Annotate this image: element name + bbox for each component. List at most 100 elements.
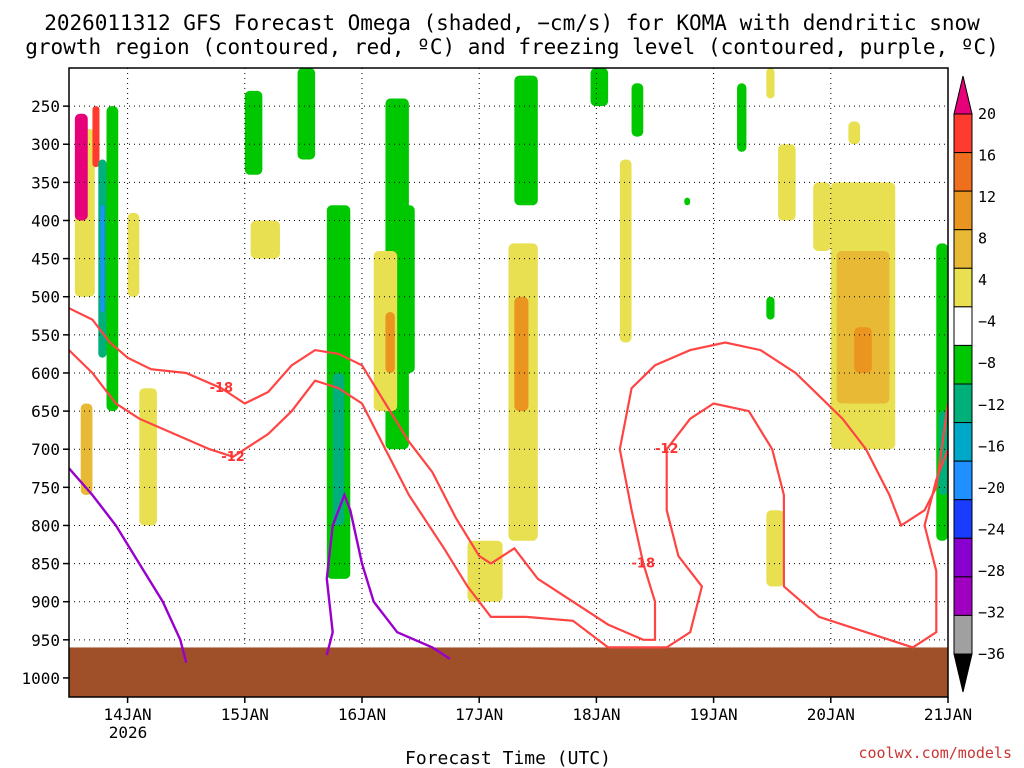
y-tick-label: 400	[31, 211, 60, 230]
colorbar-swatch	[953, 383, 973, 424]
x-tick-label: 18JAN	[572, 705, 620, 724]
contour-line-1	[69, 349, 527, 618]
x-tick-label: 15JAN	[221, 705, 269, 724]
y-tick-label: 300	[31, 135, 60, 154]
omega-cell-30	[766, 510, 784, 587]
colorbar-tick-label: −20	[978, 479, 1005, 497]
colorbar-tick-label: 16	[978, 147, 996, 165]
colorbar-swatch	[953, 267, 973, 308]
colorbar-tick-label: −4	[978, 313, 996, 331]
omega-cell-36	[936, 243, 948, 541]
x-tick-label: 14JAN	[104, 705, 152, 724]
y-tick-label: 1000	[21, 669, 60, 688]
omega-cell-10	[250, 220, 280, 259]
colorbar-swatch	[953, 190, 973, 231]
y-tick-label: 800	[31, 516, 60, 535]
contour-labels: -18 -12 -18 -12	[210, 381, 679, 571]
y-tick-label: 500	[31, 288, 60, 307]
omega-cell-4	[100, 205, 105, 312]
contour-label-2: -18	[632, 557, 656, 572]
omega-cell-27	[766, 68, 775, 99]
colorbar-swatch	[953, 422, 973, 462]
omega-cell-21	[467, 540, 503, 602]
ground-fill	[69, 647, 948, 697]
x-tick-label: 17JAN	[455, 705, 503, 724]
omega-cell-9	[244, 90, 263, 175]
colorbar-swatch	[953, 614, 973, 655]
omega-cell-24	[631, 83, 644, 137]
omega-cell-2	[92, 106, 100, 168]
colorbar-bottom-arrow	[953, 653, 973, 693]
y-tick-label: 650	[31, 402, 60, 421]
contour-line-2	[490, 341, 948, 641]
omega-cell-29	[766, 296, 775, 320]
colorbar-tick-label: 8	[978, 230, 987, 248]
contour-line-3	[526, 402, 948, 649]
omega-cell-20	[514, 296, 529, 412]
omega-cell-17	[403, 205, 415, 373]
x-year-label: 2026	[109, 723, 148, 742]
colorbar-top-arrow	[953, 75, 973, 115]
colorbar-swatch	[953, 576, 973, 616]
colorbar-swatch	[953, 344, 973, 385]
omega-cell-35	[848, 121, 861, 145]
colorbar-tick-label: 20	[978, 105, 996, 123]
omega-cell-13	[332, 372, 345, 526]
colorbar-tick-label: −16	[978, 437, 1005, 455]
colorbar-tick-label: −28	[978, 562, 1005, 580]
omega-cell-28	[778, 144, 796, 221]
colorbar-tick-label: −32	[978, 603, 1005, 621]
y-tick-label: 750	[31, 478, 60, 497]
omega-cell-22	[590, 68, 609, 107]
colorbar-swatch	[953, 499, 973, 539]
omega-cell-16	[385, 311, 395, 373]
omega-cell-6	[80, 403, 93, 495]
colorbar-swatch	[953, 113, 973, 154]
y-tick-label: 900	[31, 593, 60, 612]
x-axis-label: Forecast Time (UTC)	[405, 748, 611, 768]
contour-label-0: -18	[210, 381, 234, 396]
omega-cell-31	[813, 182, 831, 251]
omega-cell-37	[938, 411, 948, 495]
omega-cell-5	[106, 106, 119, 412]
colorbar-tick-label: 12	[978, 188, 996, 206]
contour-label-1: -12	[221, 450, 245, 465]
x-tick-label: 21JAN	[924, 705, 972, 724]
y-tick-label: 250	[31, 97, 60, 116]
colorbar-swatch	[953, 537, 973, 578]
colorbar-tick-label: −24	[978, 520, 1005, 538]
colorbar-swatch	[953, 460, 973, 501]
x-axis: 14JAN 15JAN 16JAN 17JAN 18JAN 19JAN 20JAN 21JAN	[104, 697, 972, 724]
freezing-level-line-0	[69, 467, 188, 663]
omega-cell-34	[854, 327, 872, 373]
y-axis: 250 300 350 400 450 500 550 600 650 700 750 800 850 9…	[21, 97, 69, 688]
credit-text: coolwx.com/models	[858, 744, 1012, 762]
contour-label-3: -12	[655, 442, 679, 457]
colorbar-tick-label: −8	[978, 354, 996, 372]
y-tick-label: 700	[31, 440, 60, 459]
colorbar-swatch	[953, 229, 973, 269]
y-tick-label: 850	[31, 555, 60, 574]
colorbar-swatch	[953, 152, 973, 192]
colorbar: 20 16 12 8 4 −4 −8 −12 −16 −20 −24 −28 −32 −36	[953, 75, 1005, 693]
contour-line-0	[69, 307, 492, 565]
colorbar-tick-label: −12	[978, 396, 1005, 414]
omega-cell-1	[74, 113, 88, 221]
y-tick-label: 950	[31, 631, 60, 650]
omega-cell-18	[514, 75, 538, 206]
y-tick-label: 350	[31, 173, 60, 192]
freezing-level-line-1	[325, 491, 451, 660]
ground-surface	[69, 647, 948, 697]
colorbar-swatch	[953, 306, 973, 346]
x-tick-label: 20JAN	[807, 705, 855, 724]
omega-cell-26	[737, 83, 747, 152]
omega-cell-7	[127, 212, 140, 297]
chart-title-line-2: growth region (contoured, red, ºC) and f…	[25, 35, 999, 59]
y-tick-label: 600	[31, 364, 60, 383]
omega-cell-8	[139, 388, 157, 526]
y-tick-label: 550	[31, 326, 60, 345]
omega-cell-23	[619, 159, 632, 343]
omega-cell-25	[684, 197, 691, 206]
plot-frame	[68, 67, 949, 698]
